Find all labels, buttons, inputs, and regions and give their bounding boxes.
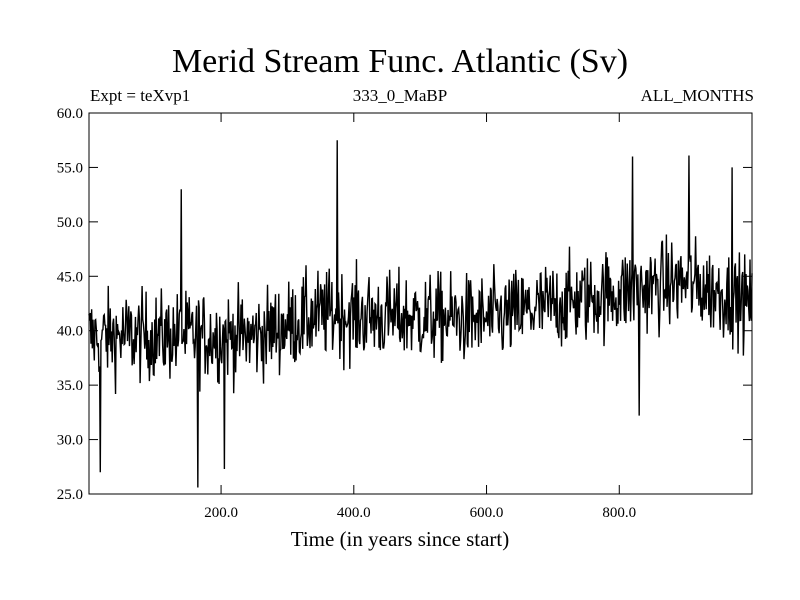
- y-axis: 25.0 30.0 35.0 40.0 45.0 50.0 55.0 60.0: [57, 106, 752, 503]
- x-axis: 200.0 400.0 600.0 800.0: [204, 113, 636, 521]
- months-label: ALL_MONTHS: [640, 86, 754, 105]
- y-tick-label: 60.0: [57, 106, 83, 122]
- y-tick-label: 40.0: [57, 324, 83, 340]
- x-tick-label: 800.0: [602, 505, 636, 521]
- y-tick-label: 25.0: [57, 487, 83, 503]
- x-axis-label: Time (in years since start): [290, 527, 510, 551]
- y-tick-label: 50.0: [57, 215, 83, 231]
- period-label: 333_0_MaBP: [352, 86, 448, 105]
- x-tick-label: 600.0: [470, 505, 504, 521]
- plot-frame: [88, 112, 753, 495]
- x-tick-label: 400.0: [337, 505, 371, 521]
- experiment-label: Expt = teXvp1: [90, 86, 191, 105]
- y-tick-label: 45.0: [57, 269, 83, 285]
- y-tick-label: 35.0: [57, 378, 83, 394]
- y-tick-label: 30.0: [57, 433, 83, 449]
- chart-title: Merid Stream Func. Atlantic (Sv): [171, 43, 629, 80]
- x-tick-label: 200.0: [204, 505, 238, 521]
- y-tick-label: 55.0: [57, 160, 83, 176]
- data-series-line: [88, 140, 753, 488]
